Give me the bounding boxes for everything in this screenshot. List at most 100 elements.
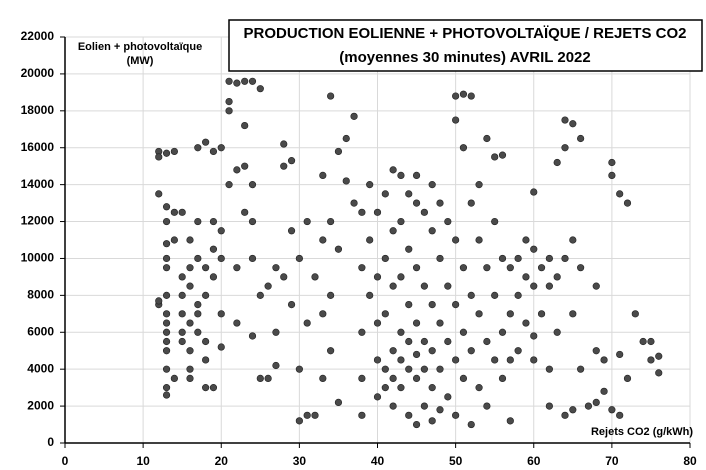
point <box>475 181 483 189</box>
point <box>373 356 382 364</box>
point <box>248 181 257 189</box>
point <box>608 158 616 167</box>
point <box>327 92 335 100</box>
point <box>248 332 257 340</box>
point <box>522 319 530 327</box>
point <box>202 291 210 299</box>
point <box>498 328 507 336</box>
point <box>295 365 303 373</box>
point <box>162 149 171 157</box>
point <box>655 352 663 360</box>
point <box>373 273 382 281</box>
point <box>209 147 218 156</box>
point <box>217 144 225 152</box>
point <box>452 300 460 309</box>
point <box>202 264 210 272</box>
point <box>420 282 428 290</box>
point <box>194 300 202 309</box>
point <box>530 332 538 340</box>
point <box>217 343 225 351</box>
point <box>280 162 288 170</box>
point <box>592 347 600 355</box>
y-axis-label: (MW) <box>127 55 154 67</box>
point <box>162 365 171 373</box>
point <box>397 273 405 281</box>
point <box>225 107 233 115</box>
point <box>241 121 249 130</box>
point <box>592 398 600 407</box>
point <box>178 310 186 318</box>
point <box>170 374 178 383</box>
point <box>194 217 202 226</box>
x-tick-label: 50 <box>449 454 463 468</box>
point <box>287 157 296 165</box>
point <box>553 273 561 281</box>
point <box>405 190 413 198</box>
point <box>155 153 163 161</box>
point <box>162 203 171 211</box>
point <box>467 291 475 299</box>
point <box>600 387 608 395</box>
point <box>498 374 507 383</box>
point <box>225 97 233 106</box>
point <box>467 199 475 207</box>
y-tick-label: 18000 <box>21 103 55 117</box>
point <box>569 310 577 318</box>
point <box>459 374 468 383</box>
y-tick-label: 14000 <box>21 177 55 191</box>
point <box>217 310 225 318</box>
point <box>506 310 514 318</box>
point <box>459 328 468 336</box>
point <box>233 166 241 174</box>
point <box>319 374 327 383</box>
point <box>264 374 272 383</box>
point <box>397 171 405 180</box>
point <box>592 282 600 290</box>
point <box>405 365 413 373</box>
point <box>397 384 405 392</box>
point <box>209 217 218 226</box>
point <box>389 282 397 290</box>
x-tick-label: 20 <box>215 454 229 468</box>
point <box>412 171 421 180</box>
point <box>444 282 452 290</box>
point <box>209 273 218 281</box>
points <box>155 77 663 429</box>
point <box>608 406 616 414</box>
point <box>491 153 499 161</box>
y-tick-label: 0 <box>47 435 54 449</box>
point <box>342 177 350 185</box>
x-tick-label: 70 <box>605 454 619 468</box>
point <box>225 77 233 85</box>
point <box>178 273 186 281</box>
point <box>569 406 577 414</box>
y-tick-label: 6000 <box>27 324 54 338</box>
point <box>358 411 366 419</box>
point <box>178 328 186 336</box>
point <box>342 134 350 143</box>
point <box>280 273 288 281</box>
point <box>608 171 616 180</box>
y-tick-label: 16000 <box>21 140 55 154</box>
point <box>170 208 178 216</box>
point <box>428 300 436 309</box>
point <box>506 417 514 425</box>
point <box>412 420 421 429</box>
point <box>162 347 171 355</box>
point <box>217 227 225 235</box>
point <box>358 208 366 216</box>
point <box>405 337 413 346</box>
x-tick-label: 80 <box>683 454 697 468</box>
point <box>623 374 632 383</box>
point <box>397 217 405 226</box>
point <box>647 356 655 364</box>
point <box>381 310 389 318</box>
point <box>452 411 460 419</box>
point <box>389 402 397 410</box>
point <box>405 411 413 419</box>
point <box>475 310 483 318</box>
point <box>514 254 522 263</box>
point <box>162 217 171 226</box>
point <box>530 356 538 364</box>
point <box>647 337 655 346</box>
